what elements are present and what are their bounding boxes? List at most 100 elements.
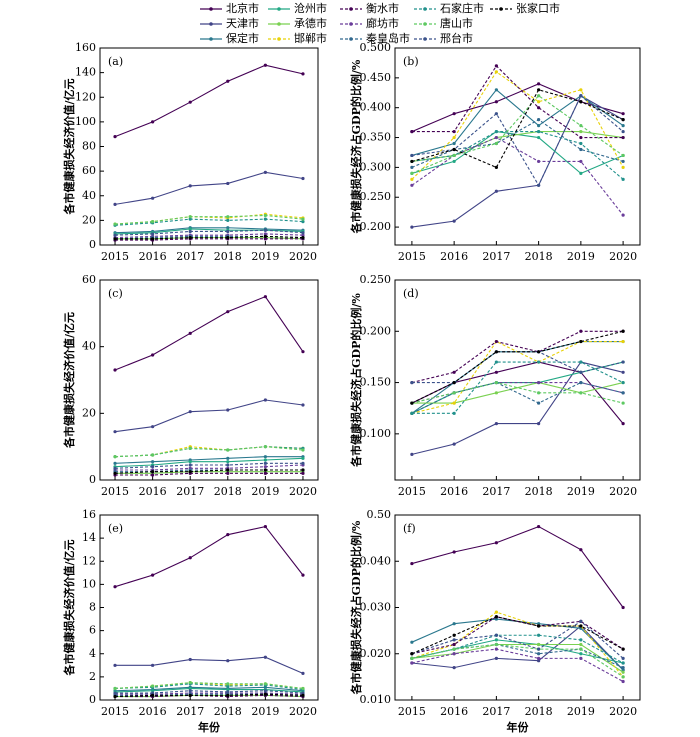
x-tick-label: 2019: [251, 485, 279, 498]
point: [621, 380, 625, 385]
point: [452, 380, 456, 385]
series-line: [411, 625, 624, 671]
point: [621, 666, 625, 670]
point: [621, 668, 625, 672]
x-tick-label: 2018: [525, 705, 553, 718]
point: [263, 468, 267, 472]
point: [410, 411, 414, 415]
point: [452, 633, 456, 637]
point: [579, 652, 583, 656]
point: [151, 663, 155, 667]
y-tick-label: 140: [75, 66, 96, 79]
point: [579, 100, 583, 104]
y-tick-label: 0: [89, 693, 96, 706]
legend-label: 承德市: [294, 16, 327, 30]
point: [494, 135, 498, 140]
point: [579, 88, 583, 92]
point: [263, 228, 267, 232]
point: [410, 652, 414, 656]
y-axis-label: 各市健康损失经济价值/亿元: [62, 312, 76, 449]
point: [579, 147, 583, 152]
point: [494, 100, 498, 104]
series-line: [411, 83, 624, 133]
point: [226, 79, 230, 83]
point: [621, 370, 625, 374]
point: [579, 94, 583, 98]
series-line: [411, 136, 624, 216]
point: [410, 561, 414, 566]
point: [188, 227, 192, 231]
legend-label: 北京市: [226, 1, 259, 15]
point: [263, 471, 267, 475]
point: [537, 118, 541, 122]
point: [113, 694, 117, 699]
legend-marker: [349, 7, 353, 11]
point: [537, 421, 541, 426]
point: [263, 524, 267, 529]
point: [188, 217, 192, 221]
x-tick-label: 2019: [251, 705, 279, 718]
point: [494, 541, 498, 545]
point: [188, 184, 192, 188]
y-tick-label: 12: [82, 554, 96, 567]
point: [494, 633, 498, 637]
point: [301, 461, 305, 465]
point: [151, 473, 155, 477]
x-tick-label: 2019: [251, 250, 279, 263]
point: [301, 72, 305, 76]
point: [494, 647, 498, 651]
point: [494, 360, 498, 364]
point: [113, 471, 117, 475]
point: [410, 380, 414, 385]
point: [537, 106, 541, 110]
point: [452, 401, 456, 405]
point: [151, 460, 155, 464]
series-line: [115, 238, 303, 241]
point: [621, 129, 625, 134]
point: [494, 165, 498, 169]
point: [494, 64, 498, 68]
panel-label: (e): [108, 522, 123, 535]
point: [452, 647, 456, 651]
point: [301, 686, 305, 691]
point: [151, 120, 155, 124]
legend-marker: [277, 22, 281, 26]
point: [579, 647, 583, 651]
point: [621, 124, 625, 128]
y-tick-label: 20: [82, 406, 96, 419]
x-tick-label: 2020: [289, 705, 317, 718]
point: [113, 222, 117, 226]
point: [301, 448, 305, 452]
point: [621, 679, 625, 684]
point: [263, 465, 267, 469]
x-tick-label: 2018: [525, 250, 553, 263]
legend-marker: [423, 37, 427, 41]
x-tick-label: 2020: [289, 250, 317, 263]
series-line: [115, 462, 303, 469]
point: [494, 638, 498, 642]
series-line: [411, 88, 624, 156]
y-tick-label: 0.250: [360, 273, 392, 286]
point: [151, 573, 155, 577]
point: [579, 638, 583, 642]
y-tick-label: 0.100: [360, 427, 392, 440]
point: [226, 236, 230, 240]
y-tick-label: 0.50: [367, 508, 392, 521]
series-line: [115, 690, 303, 694]
point: [621, 670, 625, 674]
point: [263, 461, 267, 465]
point: [263, 237, 267, 241]
point: [494, 615, 498, 619]
series-line: [115, 456, 303, 464]
point: [188, 470, 192, 474]
point: [452, 391, 456, 395]
point: [113, 202, 117, 206]
point: [263, 170, 267, 174]
point: [410, 183, 414, 187]
series-line: [411, 94, 624, 187]
series-line: [411, 616, 624, 655]
point: [579, 656, 583, 660]
y-tick-label: 160: [75, 41, 96, 54]
point: [537, 624, 541, 628]
point: [151, 220, 155, 224]
